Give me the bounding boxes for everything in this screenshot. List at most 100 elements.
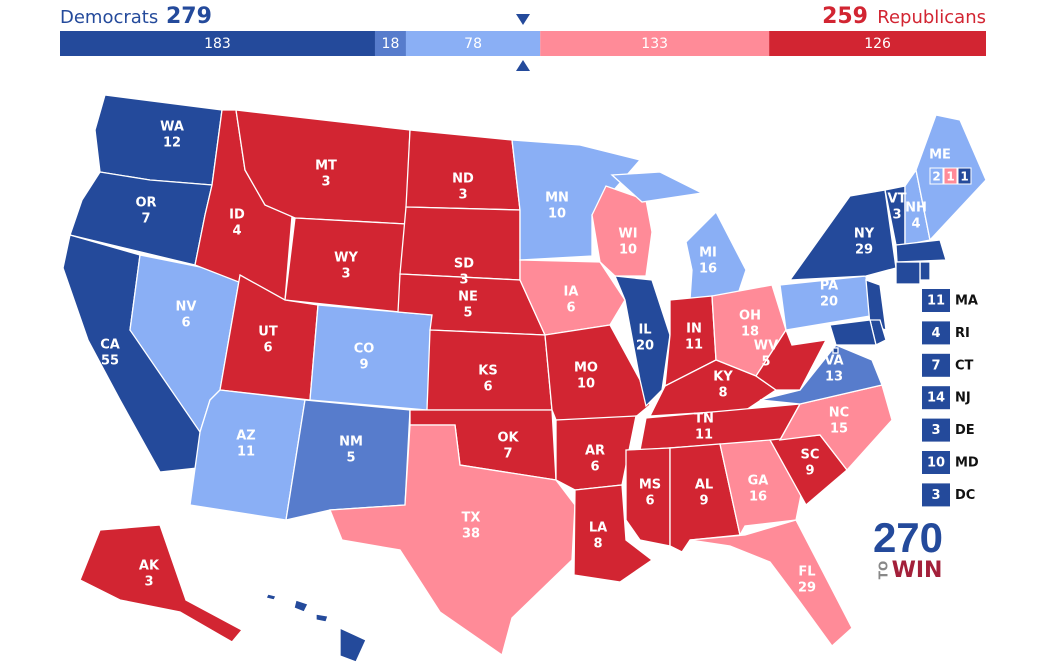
state-abbr: KS [478, 364, 497, 379]
state-abbr: TN [694, 412, 714, 427]
state-abbr: TX [462, 511, 481, 526]
state-shape [309, 304, 433, 411]
state-shape [591, 185, 653, 277]
state-votes: 6 [483, 380, 492, 395]
state-votes: 20 [820, 295, 838, 310]
state-votes: 12 [163, 136, 181, 151]
state-shape [689, 519, 853, 647]
state-votes: 9 [805, 464, 814, 479]
state-votes: 5 [761, 355, 770, 370]
marker-bottom [516, 60, 530, 71]
state-votes: 10 [577, 377, 595, 392]
state-abbr: PA [820, 279, 838, 294]
state-shape [573, 484, 654, 583]
state-abbr: GA [748, 474, 769, 489]
state-abbr: MS [639, 478, 661, 493]
state-votes: 55 [101, 354, 119, 369]
state-abbr: KY [713, 370, 733, 385]
callout-abbr: RI [955, 326, 970, 341]
state-votes: 6 [590, 460, 599, 475]
callout-abbr: MD [955, 456, 979, 471]
callout-box [922, 451, 950, 474]
callout-box [922, 483, 950, 507]
state-votes: 7 [503, 447, 512, 462]
callout-abbr: DC [955, 488, 975, 503]
state-shape [511, 139, 642, 261]
state-votes: 7 [141, 212, 150, 227]
state-votes: 29 [855, 243, 873, 258]
state-votes: 3 [321, 175, 330, 190]
state-shape [895, 239, 947, 263]
callout-box [922, 321, 950, 345]
state-votes: 13 [825, 370, 843, 385]
state-abbr: AR [585, 444, 605, 459]
state-votes: 9 [699, 494, 708, 509]
state-votes: 6 [263, 341, 272, 356]
state-abbr: WY [334, 251, 358, 266]
state-votes: 5 [346, 451, 355, 466]
state-shape [79, 524, 244, 643]
state-abbr: CO [354, 342, 375, 357]
state-abbr: NY [854, 227, 875, 242]
state-votes: 16 [749, 490, 767, 505]
state-shape [895, 261, 921, 285]
segment-label: 133 [641, 36, 668, 52]
state-votes: 3 [459, 273, 468, 288]
logo-to: TO [877, 561, 891, 579]
state-votes: 10 [619, 243, 637, 258]
state-votes: 11 [237, 445, 255, 460]
state-votes: 4 [232, 224, 241, 239]
state-abbr: AZ [236, 429, 256, 444]
callout-votes: 7 [931, 358, 940, 373]
state-shape [788, 189, 897, 281]
callout-votes: 11 [927, 294, 945, 309]
state-abbr: MN [545, 191, 569, 206]
state-abbr: ID [229, 208, 245, 223]
logo: 270 TO WIN [873, 514, 943, 583]
segment-label: 126 [864, 36, 891, 52]
state-shape [832, 347, 839, 354]
state-votes: 3 [458, 188, 467, 203]
state-abbr: OR [135, 196, 156, 211]
state-votes: 10 [548, 207, 566, 222]
state-shape [919, 261, 931, 281]
state-abbr: WI [618, 227, 637, 242]
logo-win: WIN [892, 558, 943, 583]
state-abbr: MI [699, 246, 717, 261]
state-abbr: FL [798, 565, 815, 580]
district-votes: 1 [946, 170, 954, 184]
state-votes: 8 [593, 537, 602, 552]
state-votes: 3 [892, 208, 901, 223]
callout-box [922, 353, 950, 377]
bar-segment [405, 31, 541, 56]
state-shape [94, 94, 223, 186]
state-abbr: IL [638, 323, 651, 338]
district-box [957, 167, 972, 185]
district-votes: 1 [960, 170, 968, 184]
marker-top [516, 14, 530, 25]
callout-votes: 3 [931, 488, 940, 503]
state-abbr: IA [564, 285, 579, 300]
state-abbr: CA [100, 338, 120, 353]
district-box [929, 167, 944, 185]
callout-abbr: DE [955, 423, 975, 438]
state-shape [625, 447, 671, 547]
state-shape [865, 279, 887, 331]
state-votes: 11 [685, 338, 703, 353]
state-votes: 29 [798, 581, 816, 596]
callout-votes: 4 [931, 326, 940, 341]
state-votes: 15 [830, 422, 848, 437]
state-abbr: NM [339, 435, 363, 450]
bar-segment [769, 31, 986, 56]
state-abbr: OK [497, 431, 519, 446]
state-votes: 5 [463, 306, 472, 321]
callout-abbr: CT [955, 358, 974, 373]
callout-box [922, 418, 950, 442]
state-abbr: NH [905, 201, 927, 216]
callout-votes: 14 [927, 391, 945, 406]
state-abbr: VA [824, 354, 843, 369]
rep-label: Republicans [877, 7, 986, 28]
bar-segment [60, 31, 375, 56]
